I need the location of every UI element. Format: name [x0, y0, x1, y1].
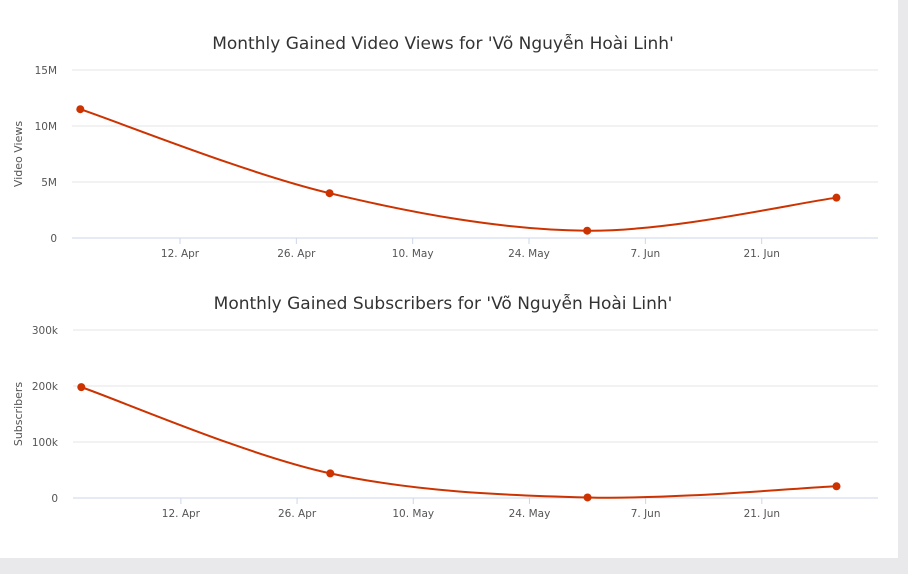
y-axis-label: Subscribers	[12, 382, 25, 447]
data-point	[326, 469, 335, 478]
x-tick-label: 12. Apr	[162, 508, 201, 520]
y-tick-label: 15M	[35, 65, 57, 77]
y-tick-label: 0	[51, 493, 58, 505]
video-views-chart: Monthly Gained Video Views for 'Võ Nguyễ…	[12, 33, 878, 260]
series-line	[80, 386, 837, 499]
data-point	[325, 189, 334, 198]
chart-title: Monthly Gained Video Views for 'Võ Nguyễ…	[212, 33, 674, 54]
chart-title: Monthly Gained Subscribers for 'Võ Nguyễ…	[214, 293, 673, 314]
data-point	[76, 105, 85, 114]
data-point	[583, 226, 592, 235]
y-axis-label: Video Views	[12, 121, 25, 187]
y-tick-label: 200k	[32, 381, 59, 393]
data-point	[583, 493, 592, 502]
x-tick-label: 21. Jun	[744, 508, 780, 520]
x-tick-label: 24. May	[508, 248, 550, 260]
x-tick-label: 10. May	[392, 248, 434, 260]
y-tick-label: 300k	[32, 325, 59, 337]
y-tick-label: 10M	[35, 121, 57, 133]
data-point	[77, 383, 86, 392]
x-tick-label: 26. Apr	[278, 508, 317, 520]
y-tick-label: 5M	[41, 177, 57, 189]
x-tick-label: 26. Apr	[277, 248, 316, 260]
data-point	[832, 482, 841, 491]
x-tick-label: 24. May	[509, 508, 551, 520]
x-tick-label: 12. Apr	[161, 248, 200, 260]
x-tick-label: 21. Jun	[743, 248, 779, 260]
x-tick-label: 7. Jun	[630, 248, 660, 260]
y-tick-label: 100k	[32, 437, 59, 449]
series-line	[79, 108, 837, 232]
y-tick-label: 0	[50, 233, 57, 245]
x-tick-label: 7. Jun	[631, 508, 661, 520]
subscribers-chart: Monthly Gained Subscribers for 'Võ Nguyễ…	[12, 293, 878, 520]
charts-panel: Monthly Gained Video Views for 'Võ Nguyễ…	[0, 0, 898, 558]
x-tick-label: 10. May	[392, 508, 434, 520]
data-point	[832, 193, 841, 202]
